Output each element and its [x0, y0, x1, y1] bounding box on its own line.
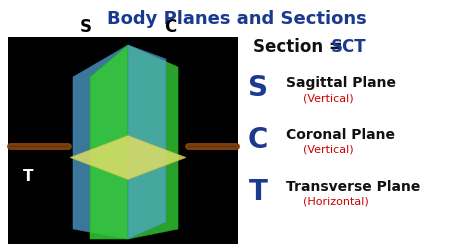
Polygon shape [128, 46, 166, 239]
Text: (Vertical): (Vertical) [303, 93, 354, 103]
Text: Sagittal Plane: Sagittal Plane [286, 76, 396, 90]
Text: T: T [248, 177, 267, 205]
Text: S: S [248, 74, 268, 102]
Text: C: C [164, 18, 176, 36]
Text: (Vertical): (Vertical) [303, 144, 354, 154]
Text: SCT: SCT [331, 38, 366, 56]
Text: Section =: Section = [253, 38, 348, 56]
Polygon shape [90, 46, 128, 239]
Text: S: S [80, 18, 92, 36]
Text: Coronal Plane: Coronal Plane [286, 128, 395, 141]
Text: (Horizontal): (Horizontal) [303, 196, 369, 206]
Text: T: T [23, 168, 33, 183]
Polygon shape [70, 136, 186, 180]
Text: C: C [248, 125, 268, 153]
Polygon shape [73, 46, 128, 239]
Text: Body Planes and Sections: Body Planes and Sections [107, 10, 367, 28]
Polygon shape [128, 46, 178, 239]
Bar [8, 38, 238, 244]
Text: Transverse Plane: Transverse Plane [286, 179, 420, 193]
